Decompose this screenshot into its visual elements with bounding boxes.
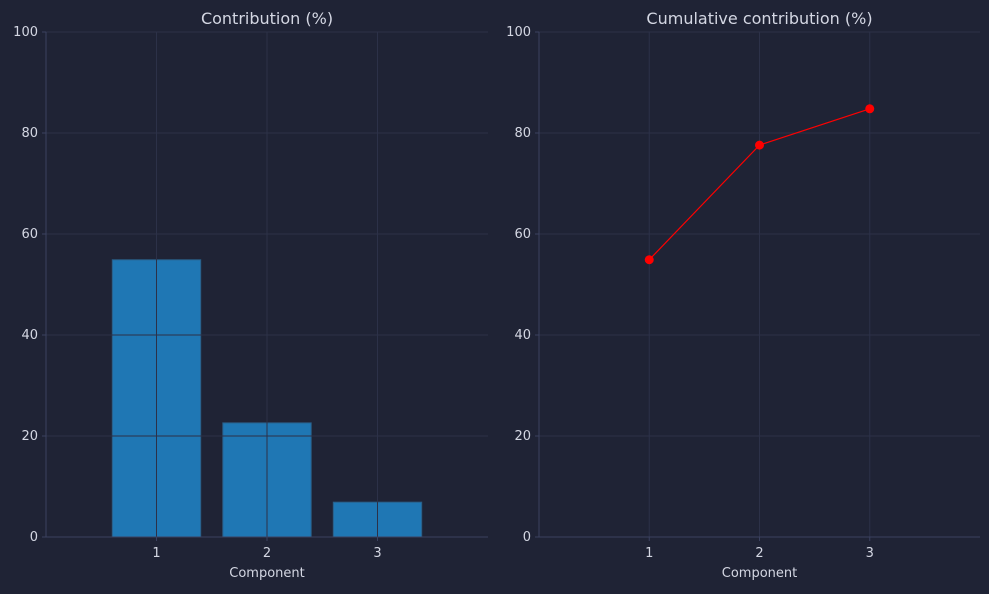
y-tick-label: 60: [514, 227, 531, 242]
x-tick-label: 2: [263, 546, 271, 561]
y-tick-label: 40: [514, 328, 531, 343]
point-2: [755, 140, 764, 150]
y-tick-label: 80: [21, 126, 38, 141]
y-tick-label: 100: [13, 25, 38, 40]
y-tick-label: 20: [21, 429, 38, 444]
chart-title: Contribution (%): [201, 9, 333, 28]
y-tick-label: 0: [30, 530, 38, 545]
x-axis-label: Component: [229, 566, 304, 581]
x-tick-label: 1: [152, 546, 160, 561]
x-axis-label: Component: [722, 566, 797, 581]
point-1: [644, 255, 654, 265]
y-tick-label: 60: [21, 227, 38, 242]
x-tick-label: 2: [755, 546, 763, 561]
x-tick-label: 3: [866, 546, 874, 561]
subplot-2: 0 20 40 60 80 100 1 2 3 Cumulative contribution (…: [506, 9, 980, 581]
y-tick-label: 40: [21, 328, 38, 343]
y-tick-label: 80: [514, 126, 531, 141]
y-tick-label: 100: [506, 25, 531, 40]
point-3: [865, 104, 875, 114]
y-tick-label: 0: [523, 530, 531, 545]
x-tick-label: 3: [373, 546, 381, 561]
x-tick-label: 1: [645, 546, 653, 561]
y-tick-label: 20: [514, 429, 531, 444]
chart-title: Cumulative contribution (%): [646, 9, 872, 28]
subplot-1: 0 20 40 60 80 100 1 2 3 Contribution (%) Component: [13, 9, 488, 581]
